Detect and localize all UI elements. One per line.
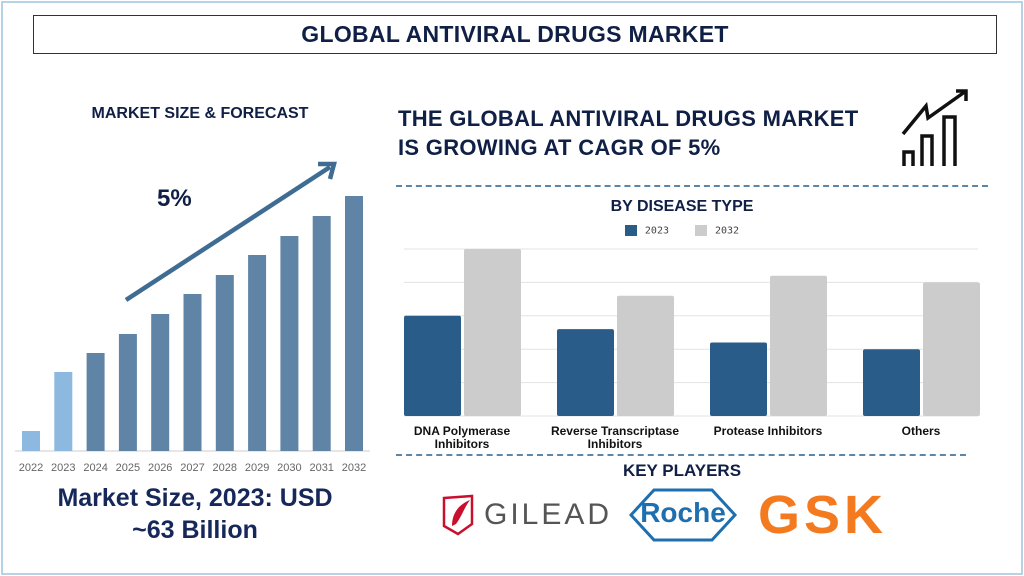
x-tick-label-2028: 2028 — [213, 462, 237, 474]
x-tick-label-2029: 2029 — [245, 462, 269, 474]
divider-bottom — [396, 454, 966, 456]
market-size-line2: ~63 Billion — [132, 516, 258, 544]
cagr-annotation: 5% — [157, 185, 192, 212]
x-tick-label-2030: 2030 — [277, 462, 301, 474]
bar-2022 — [22, 431, 40, 451]
bar-2032 — [345, 196, 363, 451]
market-size-line1: Market Size, 2023: USD — [57, 484, 333, 512]
headline-line1: THE GLOBAL ANTIVIRAL DRUGS MARKET — [398, 106, 859, 131]
key-players-title: KEY PLAYERS — [622, 461, 742, 480]
logo-roche: Roche — [628, 487, 738, 543]
trend-arrow-head-icon — [318, 161, 337, 180]
gilead-wordmark: GILEAD — [484, 498, 613, 531]
x-tick-label-2022: 2022 — [19, 462, 43, 474]
category-label: Inhibitors — [588, 437, 643, 451]
x-tick-label-2023: 2023 — [51, 462, 75, 474]
disease-chart-title: BY DISEASE TYPE — [610, 198, 754, 215]
bar-2023-3 — [863, 349, 920, 416]
logo-gilead: GILEAD — [442, 494, 612, 536]
market-size-text: Market Size, 2023: USD ~63 Billion — [0, 482, 390, 546]
gilead-shield-icon — [442, 494, 474, 536]
headline-line2: IS GROWING AT CAGR OF 5% — [398, 135, 721, 160]
market-size-chart-title: MARKET SIZE & FORECAST — [91, 105, 309, 122]
bar-2027 — [183, 294, 202, 451]
trend-arrow-line — [124, 165, 332, 302]
bar-2023 — [54, 372, 73, 451]
bar-2025 — [118, 334, 137, 451]
x-tick-label-2025: 2025 — [116, 462, 140, 474]
category-label: Protease Inhibitors — [714, 424, 823, 438]
roche-wordmark: Roche — [640, 497, 726, 528]
bar-2023-0 — [404, 315, 461, 416]
logo-gsk: GSK — [758, 485, 888, 545]
bar-2029 — [248, 255, 267, 451]
legend-item-2023: 2023 — [624, 225, 669, 237]
category-label: Others — [902, 424, 941, 438]
divider-top — [396, 185, 988, 187]
x-tick-label-2027: 2027 — [180, 462, 204, 474]
bar-2032-2 — [770, 275, 827, 416]
headline: THE GLOBAL ANTIVIRAL DRUGS MARKET IS GRO… — [398, 104, 859, 162]
bar-2032-3 — [923, 282, 980, 416]
legend-item-2032: 2032 — [695, 225, 739, 237]
bar-2030 — [280, 236, 299, 451]
market-size-chart: 2022 2023 2024 2025 2026 2027 2028 2029 2030 2031… — [15, 161, 370, 474]
x-tick-label-2024: 2024 — [83, 462, 107, 474]
x-tick-label-2031: 2031 — [309, 462, 333, 474]
bar-2032-1 — [617, 295, 674, 416]
x-tick-label-2026: 2026 — [148, 462, 172, 474]
bar-2023-2 — [710, 342, 767, 416]
category-label: Inhibitors — [435, 437, 490, 451]
x-tick-label-2032: 2032 — [342, 462, 366, 474]
page-title: GLOBAL ANTIVIRAL DRUGS MARKET — [33, 15, 997, 54]
bar-chart-growth-arrow-icon — [901, 89, 968, 166]
bar-2032-0 — [464, 249, 521, 416]
bar-2031 — [312, 216, 331, 451]
bar-2026 — [151, 314, 170, 451]
category-label: Reverse Transcriptase — [551, 424, 679, 438]
category-label: DNA Polymerase — [414, 424, 511, 438]
bar-2023-1 — [557, 329, 614, 416]
bar-2024 — [86, 353, 105, 451]
bar-2028 — [215, 275, 234, 451]
disease-chart-legend: 2023 2032 — [396, 225, 968, 237]
